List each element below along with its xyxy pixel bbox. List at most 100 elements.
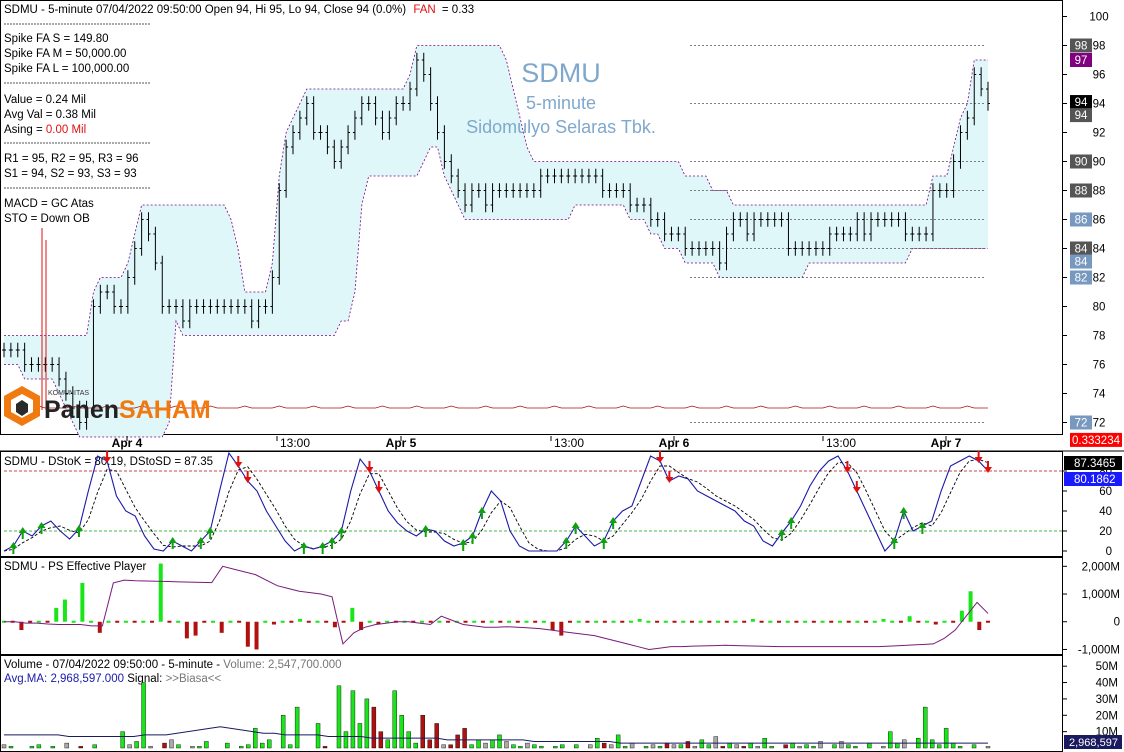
- ps-bar: [550, 621, 555, 631]
- volume-bar: [671, 744, 677, 749]
- price-tick-label: 80: [1093, 302, 1106, 314]
- price-tag-label: 98: [1075, 41, 1088, 53]
- ps-bar: [254, 621, 259, 650]
- ps-bar: [106, 620, 111, 623]
- ps-bar: [237, 620, 242, 623]
- volume-bar: [713, 736, 719, 749]
- price-tick-label: 88: [1093, 186, 1106, 198]
- volume-bar: [350, 690, 356, 749]
- volume-bar: [266, 739, 272, 749]
- ps-bar: [533, 620, 538, 623]
- volume-bar: [867, 742, 872, 749]
- price-tag-label: 82: [1075, 273, 1088, 285]
- ps-bar: [115, 620, 120, 623]
- pane-frame-2: [0, 557, 1063, 655]
- ps-bar: [576, 620, 581, 623]
- ps-bar: [28, 620, 33, 623]
- ps-bar: [480, 620, 485, 623]
- ps-bar: [637, 618, 642, 622]
- ps-bar: [829, 620, 834, 623]
- sell-arrow-icon: [103, 451, 112, 463]
- price-tick-label: 96: [1093, 70, 1106, 82]
- price-tag-bg: [1070, 270, 1092, 285]
- ps-bar: [768, 620, 773, 623]
- sell-arrow-icon: [665, 471, 674, 483]
- ps-bar: [716, 620, 721, 623]
- buy-arrow-icon: [328, 537, 336, 549]
- ps-bar: [837, 620, 842, 623]
- ps-bar: [646, 620, 651, 623]
- volume-tag: 2,968,597: [1069, 737, 1118, 749]
- price-tag-label: 86: [1075, 215, 1088, 227]
- buy-arrow-icon: [571, 522, 580, 534]
- price-tag-label: 88: [1075, 186, 1088, 198]
- watermark-company: Sidomulyo Selaras Tbk.: [466, 117, 656, 137]
- volume-bar: [294, 706, 300, 749]
- ohlc-bars: [2, 52, 990, 430]
- ps-bar: [332, 621, 337, 628]
- fan-value: = 0.33: [442, 4, 474, 16]
- volume-bar: [706, 744, 712, 749]
- logo-top-text: KOMUNITAS: [48, 390, 89, 397]
- volume-bar: [148, 746, 153, 749]
- volume-bar: [469, 744, 474, 749]
- buy-arrow-icon: [206, 527, 215, 539]
- buy-arrow-icon: [318, 542, 327, 554]
- ps-bar: [611, 620, 616, 623]
- sto-tick-label: 20: [1099, 526, 1112, 538]
- watermark-interval: 5-minute: [526, 93, 596, 113]
- volume-bar: [497, 734, 502, 749]
- price-tick-label: 90: [1093, 157, 1106, 169]
- volume-bar: [769, 746, 774, 749]
- volume-bar: [888, 731, 893, 749]
- ps-bar: [359, 621, 364, 631]
- volume-bar: [315, 723, 321, 749]
- ps-bar: [210, 620, 215, 623]
- ps-bar: [663, 620, 668, 623]
- volume-bar: [399, 715, 404, 749]
- ps-bar: [36, 620, 41, 623]
- sell-arrow-icon: [374, 481, 383, 493]
- ps-bar: [89, 620, 94, 623]
- volume-tick-label: 30M: [1096, 694, 1118, 706]
- ps-bar: [907, 616, 912, 622]
- fan-label: FAN: [413, 4, 435, 16]
- volume-bar: [657, 746, 663, 749]
- logo-saham: SAHAM: [119, 396, 211, 424]
- price-tag-bg: [1070, 432, 1122, 447]
- ps-bar: [881, 618, 886, 622]
- price-axis: 100 98 96 94 92 90 88 86 84 82 80 78 76 74 72: [1062, 12, 1109, 430]
- ps-bar: [367, 620, 372, 623]
- volume-bar: [601, 742, 607, 749]
- volume-bar: [287, 744, 293, 749]
- asing-label: Asing =: [4, 124, 46, 136]
- volume-tick-label: 20M: [1096, 710, 1118, 722]
- sell-arrow-icon: [852, 481, 861, 493]
- sto-tag-bottom: 80.1862: [1074, 474, 1116, 486]
- volume-bar: [811, 746, 816, 749]
- volume-bar: [490, 739, 495, 749]
- ps-bar: [341, 620, 346, 623]
- ps-bar: [350, 607, 355, 622]
- volume-bar: [797, 746, 802, 749]
- volume-title: Volume - 07/04/2022 09:50:00 - 5-minute …: [4, 659, 342, 671]
- time-axis: Apr 4 13:00 Apr 5 13:00 Apr 6 13:00 Apr 7: [112, 436, 962, 450]
- price-tag-bg: [1070, 212, 1092, 227]
- ps-bar: [54, 607, 59, 622]
- volume-bar: [734, 744, 739, 749]
- ps-bar: [916, 620, 921, 623]
- dstosd-line: [3, 458, 989, 552]
- ps-bar: [446, 620, 451, 623]
- price-tick-label: 92: [1093, 128, 1106, 140]
- header-line: SDMU - 5-minute 07/04/2022 09:50:00 Open…: [4, 4, 406, 16]
- volume-bar: [36, 744, 42, 749]
- sto-text: STO = Down OB: [4, 213, 90, 225]
- time-tick-label: 13:00: [280, 436, 310, 450]
- price-tick-label: 78: [1093, 331, 1106, 343]
- volume-bar: [532, 744, 537, 749]
- volume-bar: [594, 737, 600, 749]
- ps-cumulative-line: [4, 565, 989, 650]
- ps-bar: [324, 620, 329, 623]
- ps-bar: [602, 620, 607, 623]
